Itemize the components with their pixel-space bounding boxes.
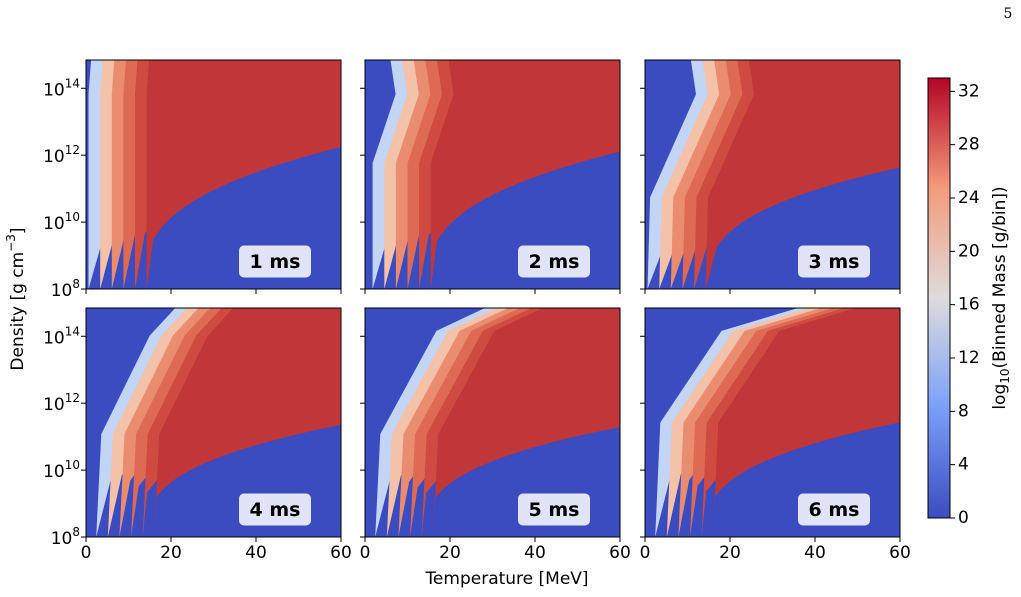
contour-level [154, 308, 341, 537]
panel-label-box [239, 493, 311, 526]
contour-level [713, 308, 900, 537]
panel-label: 2 ms [529, 251, 580, 273]
x-tick-label: 40 [524, 543, 546, 563]
x-tick-label: 0 [360, 543, 371, 563]
y-tick-label: 1014​ [43, 76, 80, 101]
contour-level [433, 308, 620, 537]
x-tick-label: 20 [160, 543, 182, 563]
colorbar-tick-label: 32 [958, 81, 980, 101]
y-axis-label: Density [g cm−3​] [4, 227, 29, 370]
panel-label-box [518, 245, 590, 278]
panel-label-box [239, 245, 311, 278]
colorbar-tick-label: 4 [958, 455, 969, 475]
colorbar-label: log10​(Binned Mass [g/bin]) [990, 186, 1012, 409]
y-tick-label: 1010​ [43, 458, 80, 483]
x-tick-label: 40 [804, 543, 826, 563]
colorbar-tick-label: 8 [958, 401, 969, 421]
y-tick-label: 1010​ [43, 210, 80, 235]
colorbar-tick-label: 24 [958, 188, 980, 208]
y-tick-label: 1012​ [43, 391, 80, 416]
panel-frame [644, 307, 901, 538]
contour-level [430, 60, 620, 289]
panel-label: 6 ms [809, 499, 860, 521]
page-number: 5 [1004, 6, 1013, 22]
x-tick-label: 40 [245, 543, 267, 563]
panel-label: 3 ms [809, 251, 860, 273]
x-tick-label: 20 [719, 543, 741, 563]
x-tick-label: 20 [439, 543, 461, 563]
panel-frame [364, 307, 621, 538]
x-tick-label: 60 [609, 543, 631, 563]
colorbar-tick-label: 28 [958, 135, 980, 155]
colorbar-tick-label: 20 [958, 241, 980, 261]
panel-frame [364, 59, 621, 290]
contour-level [705, 60, 900, 289]
panel-label-box [798, 245, 870, 278]
panel-frame [85, 307, 342, 538]
panel-label: 4 ms [250, 499, 301, 521]
colorbar-tick-label: 0 [958, 508, 969, 528]
y-tick-label: 108​ [51, 525, 80, 550]
contour-level [146, 60, 341, 289]
panel-label-box [798, 493, 870, 526]
x-tick-label: 0 [640, 543, 651, 563]
colorbar-tick-label: 16 [958, 295, 980, 315]
y-tick-label: 1014​ [43, 324, 80, 349]
x-axis-label: Temperature [MeV] [424, 569, 588, 589]
x-tick-label: 60 [330, 543, 352, 563]
y-tick-label: 1012​ [43, 143, 80, 168]
y-tick-label: 108​ [51, 277, 80, 302]
x-tick-label: 0 [81, 543, 92, 563]
colorbar-tick-label: 12 [958, 348, 980, 368]
x-tick-label: 60 [889, 543, 911, 563]
panel-label: 5 ms [529, 499, 580, 521]
panel-label-box [518, 493, 590, 526]
panel-label: 1 ms [250, 251, 301, 273]
panel-frame [644, 59, 901, 290]
panel-frame [85, 59, 342, 290]
colorbar [927, 77, 951, 519]
